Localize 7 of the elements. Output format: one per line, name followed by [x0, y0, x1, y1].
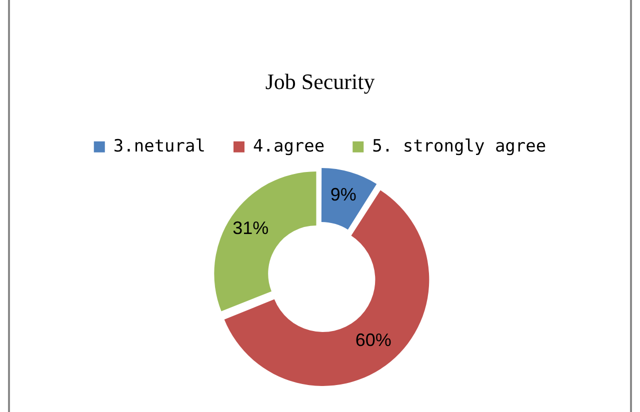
chart-title: Job Security [265, 68, 375, 94]
data-label: 60% [355, 330, 392, 350]
legend-label: 3.netural [113, 136, 206, 156]
legend-label: 4.agree [252, 136, 325, 156]
data-label: 9% [330, 184, 356, 205]
data-label: 31% [232, 218, 269, 238]
legend-label: 5. strongly agree [372, 136, 546, 156]
